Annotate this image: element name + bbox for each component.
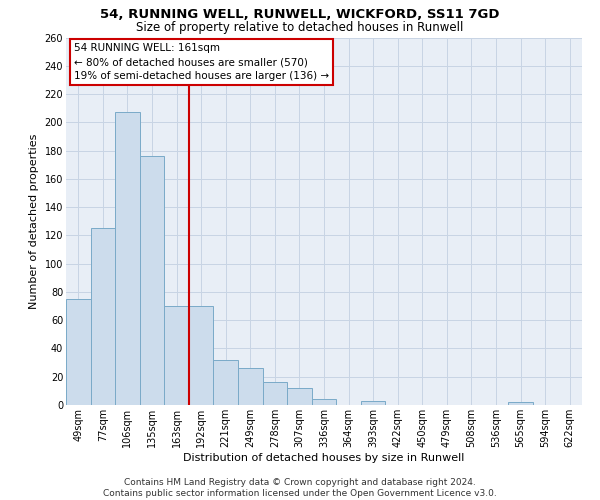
- Bar: [189, 306, 214, 405]
- Y-axis label: Number of detached properties: Number of detached properties: [29, 134, 39, 309]
- Text: 54, RUNNING WELL, RUNWELL, WICKFORD, SS11 7GD: 54, RUNNING WELL, RUNWELL, WICKFORD, SS1…: [100, 8, 500, 20]
- Bar: [312, 400, 336, 405]
- Bar: [164, 306, 189, 405]
- Text: Size of property relative to detached houses in Runwell: Size of property relative to detached ho…: [136, 21, 464, 34]
- Bar: [115, 112, 140, 405]
- Bar: [287, 388, 312, 405]
- Bar: [361, 401, 385, 405]
- Bar: [214, 360, 238, 405]
- Text: 54 RUNNING WELL: 161sqm
← 80% of detached houses are smaller (570)
19% of semi-d: 54 RUNNING WELL: 161sqm ← 80% of detache…: [74, 43, 329, 81]
- Bar: [140, 156, 164, 405]
- Bar: [238, 368, 263, 405]
- X-axis label: Distribution of detached houses by size in Runwell: Distribution of detached houses by size …: [184, 452, 464, 462]
- Bar: [508, 402, 533, 405]
- Text: Contains HM Land Registry data © Crown copyright and database right 2024.
Contai: Contains HM Land Registry data © Crown c…: [103, 478, 497, 498]
- Bar: [263, 382, 287, 405]
- Bar: [66, 299, 91, 405]
- Bar: [91, 228, 115, 405]
